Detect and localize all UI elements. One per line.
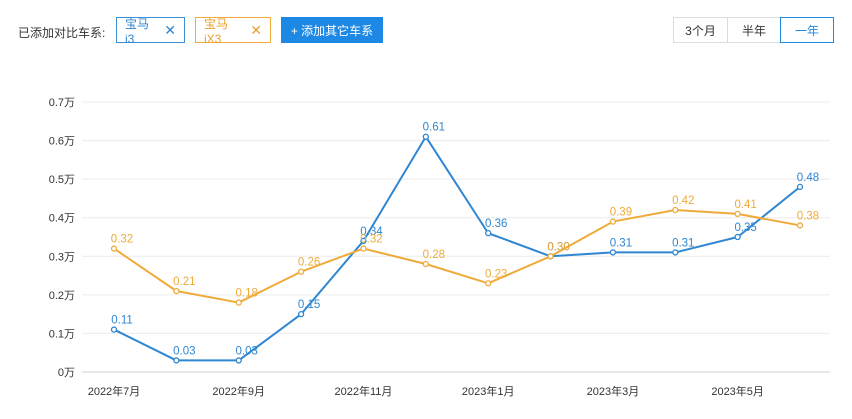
data-point — [297, 310, 305, 318]
data-label: 0.38 — [797, 210, 819, 222]
data-label: 0.41 — [734, 199, 756, 211]
data-point — [485, 280, 492, 287]
y-tick-label: 0.6万 — [49, 136, 75, 148]
data-point — [485, 229, 492, 237]
data-label: 0.30 — [547, 241, 569, 253]
data-label: 0.35 — [734, 222, 756, 234]
data-label: 0.03 — [173, 345, 195, 357]
range-one-year-button[interactable]: 一年 — [780, 17, 834, 43]
data-point — [360, 245, 367, 252]
data-label: 0.32 — [111, 234, 133, 246]
data-label: 0.34 — [360, 226, 383, 238]
data-label: 0.39 — [610, 207, 632, 219]
data-point — [609, 249, 617, 256]
add-series-button[interactable]: + 添加其它车系 — [281, 17, 383, 43]
time-range-group: 3个月 半年 一年 — [673, 17, 834, 43]
data-label: 0.31 — [610, 237, 632, 249]
data-point — [672, 249, 679, 256]
data-point — [235, 299, 242, 306]
data-label: 0.36 — [485, 218, 507, 230]
y-tick-label: 0万 — [58, 367, 75, 379]
data-label: 0.61 — [423, 122, 445, 134]
x-tick-label: 2023年3月 — [587, 384, 640, 398]
range-3-months-button[interactable]: 3个月 — [673, 17, 728, 43]
x-tick-label: 2022年7月 — [88, 384, 141, 398]
data-label: 0.42 — [672, 195, 694, 207]
data-point — [360, 237, 367, 245]
data-point — [547, 253, 554, 260]
close-icon[interactable]: ✕ — [250, 22, 262, 38]
data-point — [796, 183, 804, 191]
series-tag-bmw-ix3[interactable]: 宝马iX3 ✕ — [195, 16, 271, 46]
sales-line-chart: 0万 0.1万 0.2万 0.3万 0.4万 0.5万 0.6万 0.7万 2022年7月 202… — [49, 97, 830, 398]
data-label: 0.32 — [360, 234, 382, 246]
series-tag-label: 宝马i3 — [125, 16, 150, 46]
series-line — [113, 135, 801, 362]
data-label: 0.31 — [672, 237, 694, 249]
data-point — [672, 206, 679, 214]
data-point — [609, 218, 617, 225]
data-label: 0.30 — [547, 241, 569, 253]
data-point — [796, 222, 804, 229]
data-label: 0.18 — [236, 288, 258, 300]
data-point — [110, 245, 118, 252]
data-label: 0.26 — [298, 257, 320, 269]
data-label: 0.15 — [298, 299, 320, 311]
x-tick-label: 2022年9月 — [212, 384, 265, 398]
y-tick-label: 0.1万 — [49, 328, 75, 340]
data-label: 0.03 — [236, 345, 258, 357]
close-icon[interactable]: ✕ — [164, 22, 176, 38]
range-half-year-button[interactable]: 半年 — [727, 17, 781, 43]
series-tag-label: 宝马iX3 — [204, 16, 229, 46]
data-point — [734, 210, 741, 218]
data-point — [422, 133, 429, 140]
data-point — [734, 233, 741, 241]
data-label: 0.23 — [485, 268, 507, 280]
data-point — [235, 357, 242, 364]
y-tick-label: 0.4万 — [49, 213, 75, 225]
x-tick-label: 2022年11月 — [335, 384, 393, 398]
data-point — [297, 268, 305, 275]
data-label: 0.48 — [797, 172, 819, 184]
toolbar: 已添加对比车系: 宝马i3 ✕ 宝马iX3 ✕ + 添加其它车系 3个月 半年 … — [0, 0, 852, 62]
data-point — [173, 287, 180, 295]
y-tick-label: 0.5万 — [49, 174, 75, 186]
series-line — [113, 209, 801, 304]
y-tick-label: 0.2万 — [49, 290, 75, 302]
x-tick-label: 2023年1月 — [462, 384, 515, 398]
x-tick-label: 2023年5月 — [711, 384, 764, 398]
data-point — [110, 326, 118, 333]
series-tag-bmw-i3[interactable]: 宝马i3 ✕ — [116, 16, 185, 46]
data-point — [173, 357, 180, 364]
data-point — [422, 260, 429, 268]
data-label: 0.21 — [173, 276, 195, 288]
y-tick-label: 0.3万 — [49, 251, 75, 263]
data-label: 0.28 — [423, 249, 445, 261]
y-tick-label: 0.7万 — [49, 97, 75, 109]
data-label: 0.11 — [111, 315, 133, 327]
compare-label: 已添加对比车系: — [18, 26, 106, 40]
